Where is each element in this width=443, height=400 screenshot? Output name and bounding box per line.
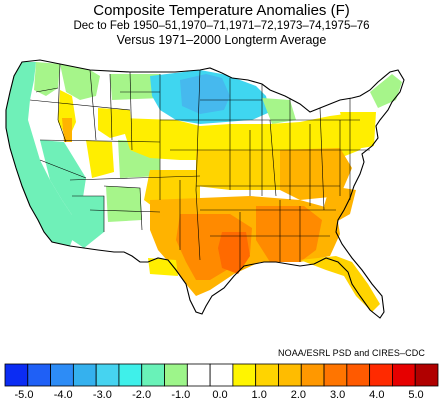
- region-mid-atlantic-warm: [340, 112, 376, 150]
- anomaly-regions: [6, 60, 404, 318]
- colorbar-box: [95, 363, 120, 387]
- data-source-credit: NOAA/ESRL PSD and CIRES–CDC: [278, 348, 425, 358]
- colorbar-box: [255, 363, 279, 387]
- title-block: Composite Temperature Anomalies (F) Dec …: [0, 0, 443, 48]
- colorbar-legend: -5.0 -4.0 -3.0 -2.0 -1.0 0.0 1.0 2.0 3.0 4.0 5.0: [4, 363, 439, 400]
- colorbar-box: [346, 363, 371, 387]
- map-title: Composite Temperature Anomalies (F): [93, 2, 350, 19]
- colorbar-box: [72, 363, 97, 387]
- colorbar-box: [4, 363, 29, 387]
- region-minnesota-cold-strong: [180, 74, 230, 114]
- region-great-lakes-cold: [230, 92, 270, 120]
- colorbar-box: [27, 363, 51, 387]
- region-carolinas-warmer: [324, 186, 356, 222]
- colorbar-tick-label: -4.0: [54, 389, 73, 400]
- colorbar-tick-label: 4.0: [369, 389, 384, 400]
- region-arizona-cool: [72, 196, 104, 248]
- division-border: [39, 159, 87, 179]
- division-border: [129, 71, 133, 151]
- division-border: [72, 195, 105, 232]
- colorbar-box: [369, 363, 393, 387]
- colorbar-tick-label: 2.0: [291, 389, 306, 400]
- colorbar-box: [164, 363, 188, 387]
- colorbar-box: [50, 363, 74, 387]
- map-baseline-subtitle: Versus 1971–2000 Longterm Average: [116, 33, 327, 47]
- division-border: [269, 119, 277, 197]
- region-southeast-hot: [256, 206, 322, 262]
- colorbar-box: [278, 363, 302, 387]
- region-utah-warm: [86, 140, 114, 178]
- colorbar-box: [414, 363, 439, 387]
- colorbar-box: [323, 363, 348, 387]
- colorbar-tick-label: 3.0: [330, 389, 345, 400]
- division-border: [195, 69, 201, 261]
- division-border: [35, 87, 59, 93]
- division-border: [109, 73, 113, 141]
- region-michigan-light: [262, 98, 296, 124]
- colorbar-tick-label: 1.0: [252, 389, 267, 400]
- division-border: [319, 107, 325, 211]
- colorbar-tick-label: -2.0: [132, 389, 151, 400]
- colorbar-tick-labels: -5.0 -4.0 -3.0 -2.0 -1.0 0.0 1.0 2.0 3.0 4.0 5.0: [15, 389, 424, 400]
- region-wyoming-warm: [98, 108, 132, 138]
- division-border: [39, 139, 161, 143]
- colorbar-box: [118, 363, 143, 387]
- colorbar-box: [300, 363, 325, 387]
- us-outline: [5, 59, 405, 319]
- colorbar-tick-label: 0.0: [212, 389, 227, 400]
- colorbar-tick-label: -3.0: [93, 389, 112, 400]
- colorbar-box: [141, 363, 165, 387]
- colorbar-boxes: [4, 363, 439, 387]
- map-subtitle: Dec to Feb 1950–51,1970–71,1971–72,1973–…: [73, 20, 370, 32]
- us-climate-division-map: [5, 59, 405, 319]
- region-texas-hottest: [218, 232, 250, 274]
- colorbar-tick-label: -5.0: [15, 389, 34, 400]
- division-border: [69, 175, 201, 181]
- region-florida-warm: [300, 256, 380, 312]
- division-border: [89, 69, 97, 141]
- division-border: [29, 99, 131, 111]
- colorbar-box: [232, 363, 257, 387]
- climate-division-borders: [29, 63, 370, 270]
- colorbar-tick-label: -1.0: [171, 389, 190, 400]
- region-pacific-nw-light: [34, 62, 60, 96]
- colorbar-tick-label: 5.0: [408, 389, 423, 400]
- division-border: [57, 63, 67, 143]
- region-idaho-orange: [62, 118, 72, 142]
- colorbar-box: [186, 363, 211, 387]
- region-west-coast-cool: [6, 62, 76, 246]
- region-nm-light: [106, 186, 142, 222]
- colorbar-box: [392, 363, 416, 387]
- region-dakota-cool: [110, 74, 162, 100]
- colorbar-box: [209, 363, 234, 387]
- division-border: [103, 185, 143, 231]
- division-border: [89, 209, 161, 213]
